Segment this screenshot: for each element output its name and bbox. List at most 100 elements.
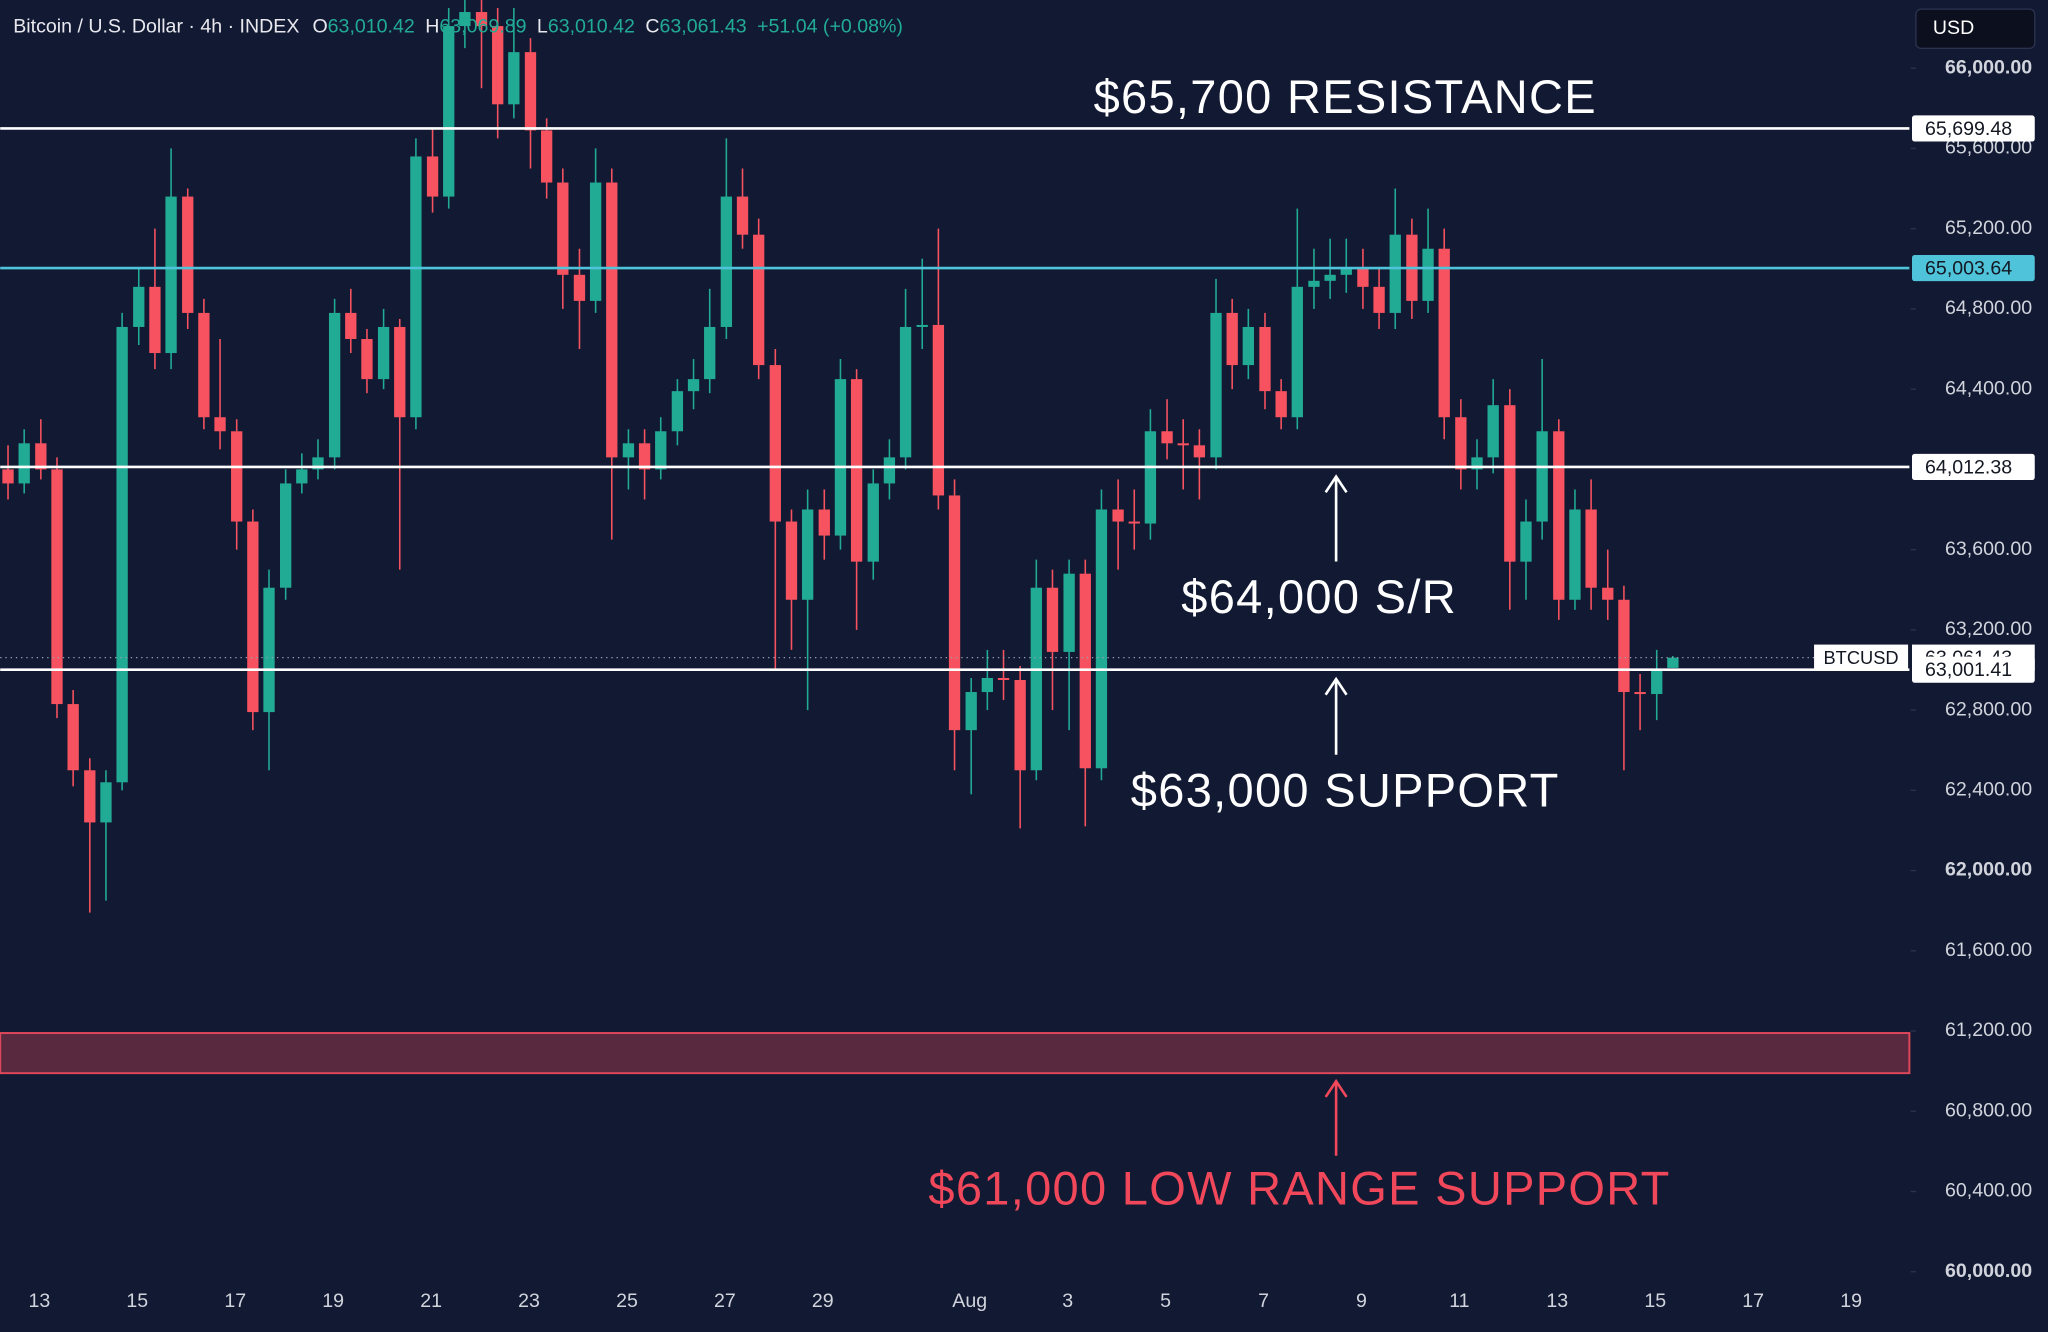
candle-body	[736, 196, 749, 235]
x-tick-label: 27	[714, 1290, 736, 1312]
level-tag: 63,001.41	[1925, 659, 2012, 681]
candle-body	[1210, 312, 1222, 458]
candle-body	[965, 692, 977, 731]
candle-body	[720, 196, 733, 327]
candle-body	[149, 286, 161, 354]
candle-body	[1030, 587, 1042, 771]
x-tick-label: 17	[224, 1290, 246, 1312]
candle-body	[116, 326, 128, 783]
x-tick-label: 17	[1742, 1290, 1764, 1312]
candle-body	[801, 509, 814, 600]
candle-body	[997, 677, 1010, 681]
candle-body	[589, 182, 602, 301]
x-tick-label: 5	[1160, 1290, 1171, 1312]
candle-body	[1308, 280, 1320, 287]
x-tick-label: 15	[126, 1290, 148, 1312]
y-tick-label: 60,400.00	[1945, 1180, 2032, 1202]
candle-body	[394, 326, 406, 418]
field-value: 63,069.89	[439, 16, 526, 38]
candle-body	[687, 379, 700, 392]
candle-body	[2, 469, 14, 484]
candle-body	[1618, 599, 1630, 693]
x-tick-label: 7	[1258, 1290, 1269, 1312]
candle-body	[769, 365, 781, 522]
field-value: 63,061.43	[660, 16, 747, 38]
candle-body	[475, 12, 488, 27]
x-tick-label: 23	[518, 1290, 540, 1312]
candle-body	[1602, 587, 1614, 600]
x-tick-label: 19	[322, 1290, 344, 1312]
candle-body	[1259, 326, 1271, 392]
candle-body	[622, 443, 635, 458]
candle-body	[1340, 268, 1352, 275]
arrow	[1324, 1078, 1348, 1156]
arrow	[1324, 474, 1348, 562]
candle-body	[1095, 509, 1108, 769]
y-tick-label: 66,000.00	[1945, 56, 2032, 78]
candle-body	[704, 326, 716, 380]
support-zone	[0, 1032, 1911, 1075]
arrows	[1324, 474, 1348, 1156]
candle-body	[459, 12, 471, 27]
candle-body	[231, 431, 243, 522]
candle-body	[1324, 274, 1336, 281]
y-tick-label: 65,200.00	[1945, 217, 2032, 239]
candle-body	[753, 234, 765, 366]
candle-body	[1536, 431, 1548, 522]
candle-body	[1161, 431, 1173, 444]
level-tag-box	[1912, 453, 2035, 480]
symbol-tag-box	[1814, 644, 1909, 671]
candle-body	[524, 52, 537, 131]
y-tick-label: 60,000.00	[1945, 1260, 2032, 1282]
candle-body	[671, 391, 684, 432]
candle-body	[67, 704, 79, 771]
y-tick-label: 62,400.00	[1945, 778, 2032, 800]
candle-body	[1046, 587, 1059, 652]
candle-body	[655, 431, 667, 470]
level-tag: 65,699.48	[1925, 118, 2012, 140]
level-tag-box	[1912, 656, 2035, 683]
annotation: $61,000 LOW RANGE SUPPORT	[928, 1162, 1670, 1215]
candle-body	[1585, 509, 1597, 588]
candle-body	[345, 312, 357, 339]
candle-body	[1063, 573, 1075, 652]
candle-body	[785, 521, 798, 600]
candle-body	[899, 326, 912, 458]
candle-body	[247, 521, 259, 713]
annotation: $64,000 S/R	[1181, 570, 1457, 623]
candle-body	[557, 182, 569, 275]
currency-box[interactable]	[1915, 8, 2036, 49]
level-tag-box	[1912, 255, 2035, 282]
candle-body	[1226, 312, 1238, 366]
candle-body	[410, 156, 422, 418]
y-tick-label: 61,600.00	[1945, 939, 2032, 961]
candle-body	[1504, 405, 1516, 562]
candle-body	[948, 495, 961, 731]
y-tick-label: 64,400.00	[1945, 377, 2032, 399]
candle-body	[1389, 234, 1401, 313]
plot-area: BTCUSD $65,700 RESISTANCE $64,000 S/R $63,0…	[0, 0, 1911, 1215]
x-tick-label: 25	[616, 1290, 638, 1312]
candle-body	[18, 443, 30, 484]
candle-body	[1422, 248, 1434, 301]
y-tick-label: 65,600.00	[1945, 137, 2032, 159]
candle-body	[573, 274, 586, 301]
candle-body	[1373, 286, 1385, 313]
candle-body	[834, 379, 847, 536]
field-key: C	[645, 16, 659, 38]
x-tick-label: 15	[1644, 1290, 1666, 1312]
candle-body	[1275, 391, 1287, 418]
candle-body	[850, 379, 863, 562]
candle-body	[1128, 521, 1140, 524]
candle-body	[35, 443, 47, 470]
candle-body	[1177, 443, 1189, 446]
candle-body	[508, 52, 520, 105]
candle-body	[263, 587, 275, 713]
currency: USD	[1933, 17, 1974, 39]
x-tick-label: 9	[1356, 1290, 1367, 1312]
candle-body	[1144, 431, 1157, 524]
x-tick-label: 13	[28, 1290, 50, 1312]
candle-body	[84, 770, 96, 823]
y-tick-label: 61,200.00	[1945, 1019, 2032, 1041]
